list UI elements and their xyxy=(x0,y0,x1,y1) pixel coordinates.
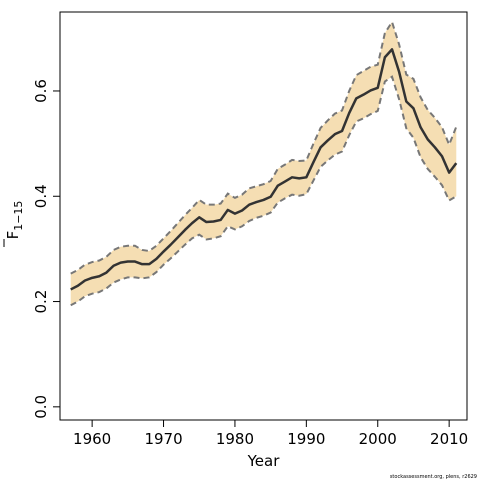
lower-bound-line xyxy=(70,75,457,307)
x-axis-title: Year xyxy=(247,452,281,470)
y-axis-title-symbol: F xyxy=(4,231,22,240)
x-axis: 1960 1970 1980 1990 2000 2010 xyxy=(73,420,468,448)
estimate-line xyxy=(70,48,458,291)
x-tick-label: 1980 xyxy=(216,430,254,448)
y-tick-label: 0.0 xyxy=(32,395,50,419)
x-tick-label: 1960 xyxy=(73,430,111,448)
y-axis-title-subscript: 1−15 xyxy=(12,201,25,231)
x-tick-label: 2010 xyxy=(430,430,468,448)
x-tick-label: 2000 xyxy=(359,430,397,448)
y-tick-label: 0.6 xyxy=(32,79,50,103)
confidence-band xyxy=(70,22,457,306)
plot-box xyxy=(59,11,468,421)
svg-text:F1−15: F1−15 xyxy=(4,201,25,240)
plot-area xyxy=(70,19,458,307)
y-tick-label: 0.4 xyxy=(32,184,50,208)
y-axis-title: F1−15 xyxy=(3,201,25,247)
credit-text: stockassessment.org, plens, r2629 xyxy=(390,474,477,480)
y-axis: 0.0 0.2 0.4 0.6 xyxy=(32,79,60,419)
upper-bound-line xyxy=(70,19,458,275)
x-tick-label: 1970 xyxy=(144,430,182,448)
y-tick-label: 0.2 xyxy=(32,290,50,314)
x-tick-label: 1990 xyxy=(287,430,325,448)
